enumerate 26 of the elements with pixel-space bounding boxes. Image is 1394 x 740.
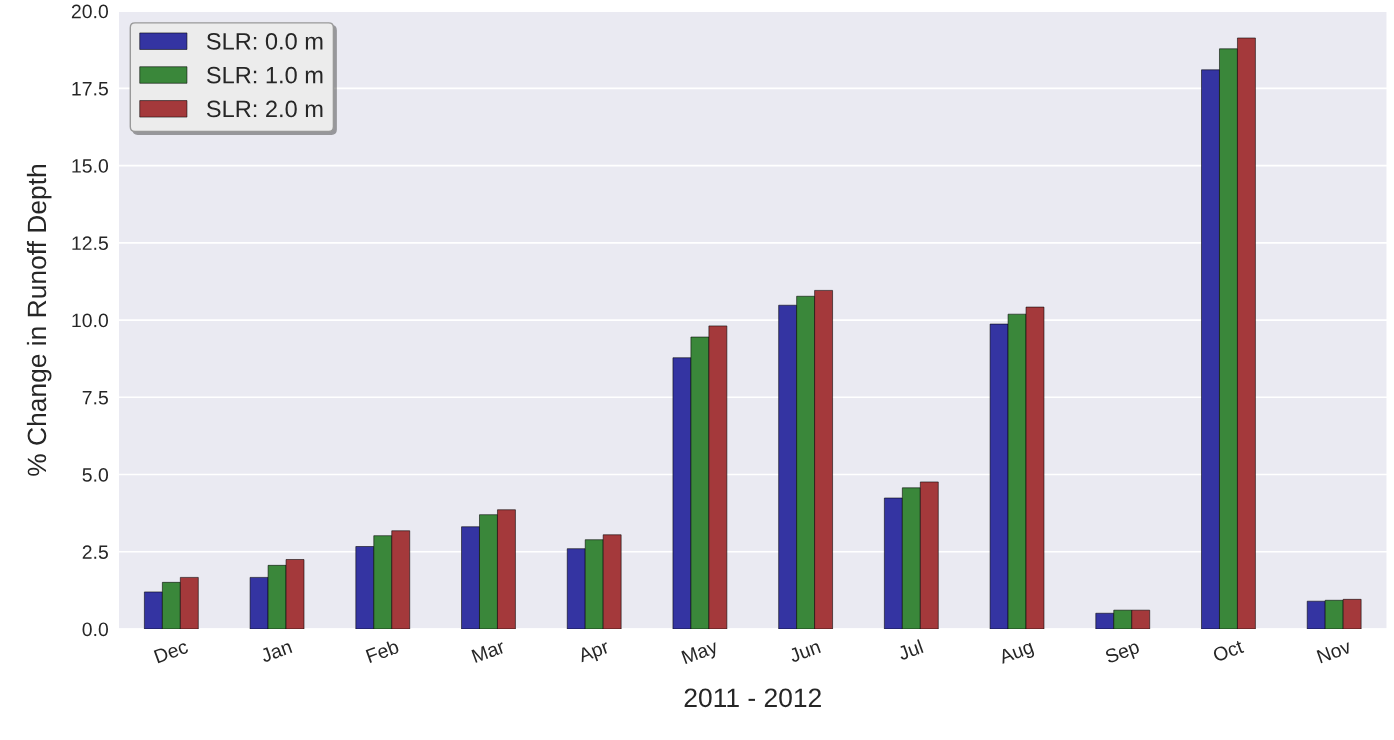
- x-tick-label: Aug: [997, 639, 1036, 668]
- y-tick-label: 2.5: [82, 545, 108, 559]
- y-axis-title: % Change in Runoff Depth: [26, 165, 52, 476]
- x-tick-label: Oct: [1212, 639, 1245, 663]
- legend-label: SLR: 0.0 m: [206, 32, 323, 50]
- x-tick-label: Jul: [896, 639, 924, 661]
- x-tick-label: Nov: [1316, 639, 1353, 664]
- x-tick-label: Sep: [1104, 639, 1142, 668]
- y-tick-label: 20.0: [71, 4, 109, 19]
- x-tick-label: Feb: [365, 639, 400, 664]
- y-tick-label: 5.0: [82, 467, 109, 482]
- x-tick-label: Jun: [788, 639, 821, 663]
- legend-label: SLR: 2.0 m: [206, 100, 323, 118]
- y-tick-label: 10.0: [72, 313, 109, 328]
- x-tick-label: Apr: [577, 639, 612, 667]
- y-tick-label: 12.5: [72, 236, 108, 251]
- x-axis-title: 2011 - 2012: [684, 688, 821, 708]
- y-tick-label: 7.5: [82, 390, 108, 405]
- x-tick-label: May: [681, 639, 721, 668]
- y-tick-label: 0.0: [82, 622, 109, 637]
- x-tick-label: Dec: [153, 639, 189, 664]
- legend-label: SLR: 1.0 m: [206, 66, 323, 84]
- y-tick-label: 15.0: [72, 159, 109, 173]
- x-tick-label: Jan: [259, 639, 293, 663]
- y-tick-label: 17.5: [72, 82, 108, 96]
- x-tick-label: Mar: [471, 639, 506, 664]
